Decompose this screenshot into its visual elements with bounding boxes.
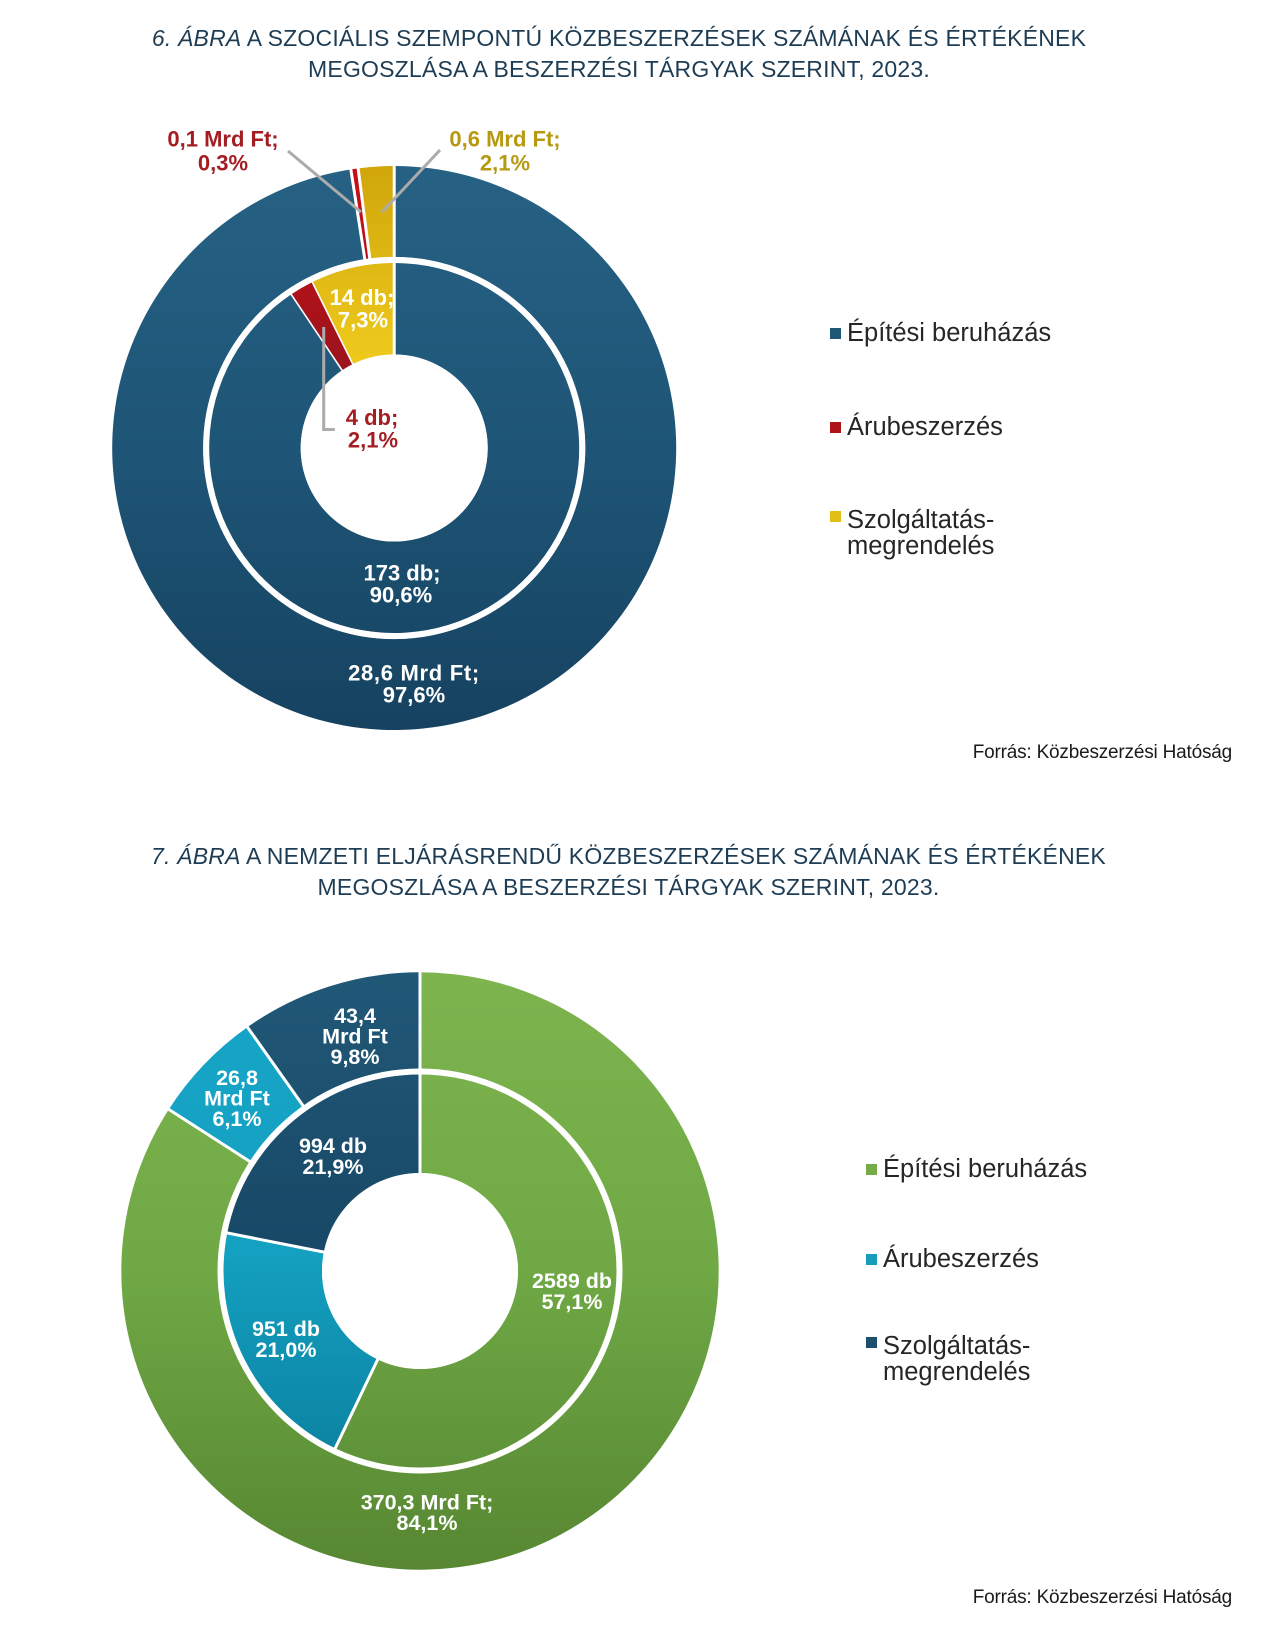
svg-text:43,4: 43,4 xyxy=(334,1004,376,1028)
svg-text:Mrd Ft: Mrd Ft xyxy=(322,1025,388,1049)
svg-text:90,6%: 90,6% xyxy=(370,583,432,608)
svg-text:57,1%: 57,1% xyxy=(542,1290,603,1314)
svg-text:84,1%: 84,1% xyxy=(397,1511,458,1535)
svg-text:21,9%: 21,9% xyxy=(303,1155,364,1179)
svg-text:951 db: 951 db xyxy=(252,1317,320,1341)
svg-text:7,3%: 7,3% xyxy=(338,308,388,333)
svg-text:9,8%: 9,8% xyxy=(330,1045,379,1069)
svg-text:370,3 Mrd Ft;: 370,3 Mrd Ft; xyxy=(361,1491,494,1515)
svg-text:2,1%: 2,1% xyxy=(480,151,530,176)
svg-text:97,6%: 97,6% xyxy=(383,683,445,708)
svg-text:6,1%: 6,1% xyxy=(212,1107,261,1131)
svg-text:Mrd Ft: Mrd Ft xyxy=(204,1087,270,1111)
svg-text:2,1%: 2,1% xyxy=(348,428,398,453)
svg-text:994 db: 994 db xyxy=(299,1134,367,1158)
svg-text:26,8: 26,8 xyxy=(216,1066,258,1090)
svg-text:2589 db: 2589 db xyxy=(532,1269,612,1293)
svg-text:0,6 Mrd Ft;: 0,6 Mrd Ft; xyxy=(449,127,560,152)
svg-text:4 db;: 4 db; xyxy=(346,405,399,430)
svg-text:21,0%: 21,0% xyxy=(256,1338,317,1362)
svg-text:14 db;: 14 db; xyxy=(330,285,395,310)
svg-text:28,6 Mrd Ft;: 28,6 Mrd Ft; xyxy=(348,661,480,686)
svg-text:0,1 Mrd Ft;: 0,1 Mrd Ft; xyxy=(167,127,278,152)
svg-text:173 db;: 173 db; xyxy=(363,561,440,586)
svg-text:0,3%: 0,3% xyxy=(198,151,248,176)
